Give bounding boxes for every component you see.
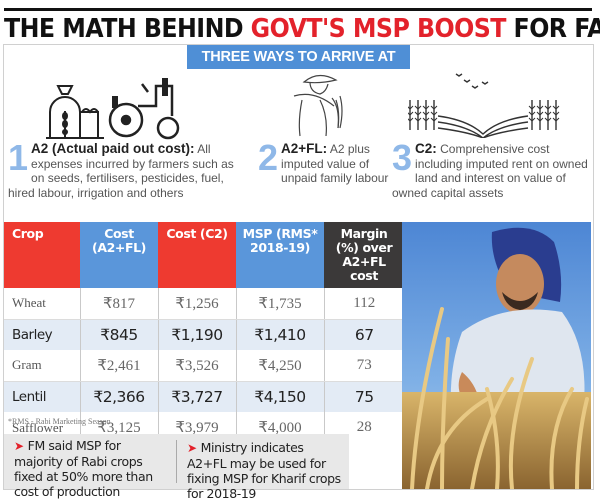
notes-bar: ➤ FM said MSP for majority of Rabi crops … bbox=[4, 434, 349, 501]
cell-crop: Gram bbox=[4, 350, 81, 382]
cell-msp: ₹4,250 bbox=[236, 350, 325, 382]
cell-cost-c2: ₹3,526 bbox=[158, 350, 237, 382]
table-row: Wheat ₹817 ₹1,256 ₹1,735 112 bbox=[4, 288, 404, 320]
method-description: Comprehensive cost including imputed ren… bbox=[392, 142, 588, 200]
cell-cost-a2fl: ₹2,366 bbox=[80, 381, 159, 412]
table-row: Gram ₹2,461 ₹3,526 ₹4,250 73 bbox=[4, 350, 404, 382]
note-ministry: ➤ Ministry indicates A2+FL may be used fo… bbox=[176, 440, 349, 501]
headline-part1: THE MATH BEHIND bbox=[4, 14, 251, 44]
arrow-right-icon: ➤ bbox=[14, 439, 24, 453]
subhead-banner: THREE WAYS TO ARRIVE AT COST bbox=[187, 45, 410, 89]
table-footnote: *RMS - Rabi Marketing Season bbox=[8, 417, 111, 426]
note-fm: ➤ FM said MSP for majority of Rabi crops … bbox=[4, 434, 176, 499]
header-cost-c2: Cost (C2) bbox=[158, 222, 236, 288]
arrow-right-icon: ➤ bbox=[187, 441, 197, 455]
cell-cost-c2: ₹1,256 bbox=[158, 288, 237, 320]
method-term: A2 (Actual paid out cost): bbox=[31, 141, 195, 156]
headline-part3: FOR FARMERS bbox=[513, 14, 600, 44]
cell-margin: 73 bbox=[324, 350, 404, 382]
cell-margin: 112 bbox=[324, 288, 404, 320]
method-term: C2: bbox=[415, 141, 437, 156]
cell-margin: 75 bbox=[324, 381, 404, 412]
cell-crop: Barley bbox=[4, 319, 81, 350]
header-crop: Crop bbox=[4, 222, 80, 288]
method-c2: 3 C2: Comprehensive cost including imput… bbox=[392, 137, 592, 200]
method-a2-fl: 2 A2+FL: A2 plus imputed value of unpaid… bbox=[258, 137, 393, 186]
table-row: Barley ₹845 ₹1,190 ₹1,410 67 bbox=[4, 319, 404, 350]
method-description: A2 plus imputed value of unpaid family l… bbox=[281, 142, 389, 185]
method-number: 3 bbox=[392, 137, 413, 178]
method-a2: 1 A2 (Actual paid out cost): All expense… bbox=[8, 137, 243, 200]
method-number: 2 bbox=[258, 137, 279, 178]
header-margin: Margin (%) over A2+FL cost bbox=[324, 222, 404, 288]
top-rule bbox=[4, 8, 592, 11]
header-msp: MSP (RMS* 2018-19) bbox=[236, 222, 324, 288]
note-text: FM said MSP for majority of Rabi crops f… bbox=[14, 438, 153, 499]
cell-msp: ₹4,150 bbox=[236, 381, 325, 412]
farmer-photo bbox=[402, 222, 591, 489]
method-term: A2+FL: bbox=[281, 141, 328, 156]
cell-margin: 67 bbox=[324, 319, 404, 350]
cell-cost-c2: ₹1,190 bbox=[158, 319, 237, 350]
method-description: All expenses incurred by farmers such as… bbox=[8, 142, 234, 200]
header-cost-a2fl: Cost (A2+FL) bbox=[80, 222, 158, 288]
grain-sack-and-tractor-icon bbox=[46, 78, 180, 140]
cell-crop: Wheat bbox=[4, 288, 81, 320]
headline-highlight: GOVT'S MSP BOOST bbox=[250, 14, 507, 44]
cell-margin: 28 bbox=[356, 419, 372, 435]
cell-crop: Lentil bbox=[4, 381, 81, 412]
headline: THE MATH BEHIND GOVT'S MSP BOOST FOR FAR… bbox=[4, 13, 600, 45]
note-text: Ministry indicates A2+FL may be used for… bbox=[187, 440, 341, 501]
table-header-row: Crop Cost (A2+FL) Cost (C2) MSP (RMS* 20… bbox=[4, 222, 404, 288]
method-number: 1 bbox=[8, 137, 29, 178]
farmer-with-sickle-icon bbox=[293, 74, 343, 137]
cell-msp: ₹1,735 bbox=[236, 288, 325, 320]
cell-cost-a2fl: ₹845 bbox=[80, 319, 159, 350]
table-row: Lentil ₹2,366 ₹3,727 ₹4,150 75 bbox=[4, 381, 404, 412]
msp-table: Crop Cost (A2+FL) Cost (C2) MSP (RMS* 20… bbox=[4, 222, 404, 443]
cell-cost-a2fl: ₹2,461 bbox=[80, 350, 159, 382]
cell-msp: ₹1,410 bbox=[236, 319, 325, 350]
cell-cost-c2: ₹3,727 bbox=[158, 381, 237, 412]
cell-cost-a2fl: ₹817 bbox=[80, 288, 159, 320]
wheat-field-with-birds-icon bbox=[408, 73, 560, 138]
